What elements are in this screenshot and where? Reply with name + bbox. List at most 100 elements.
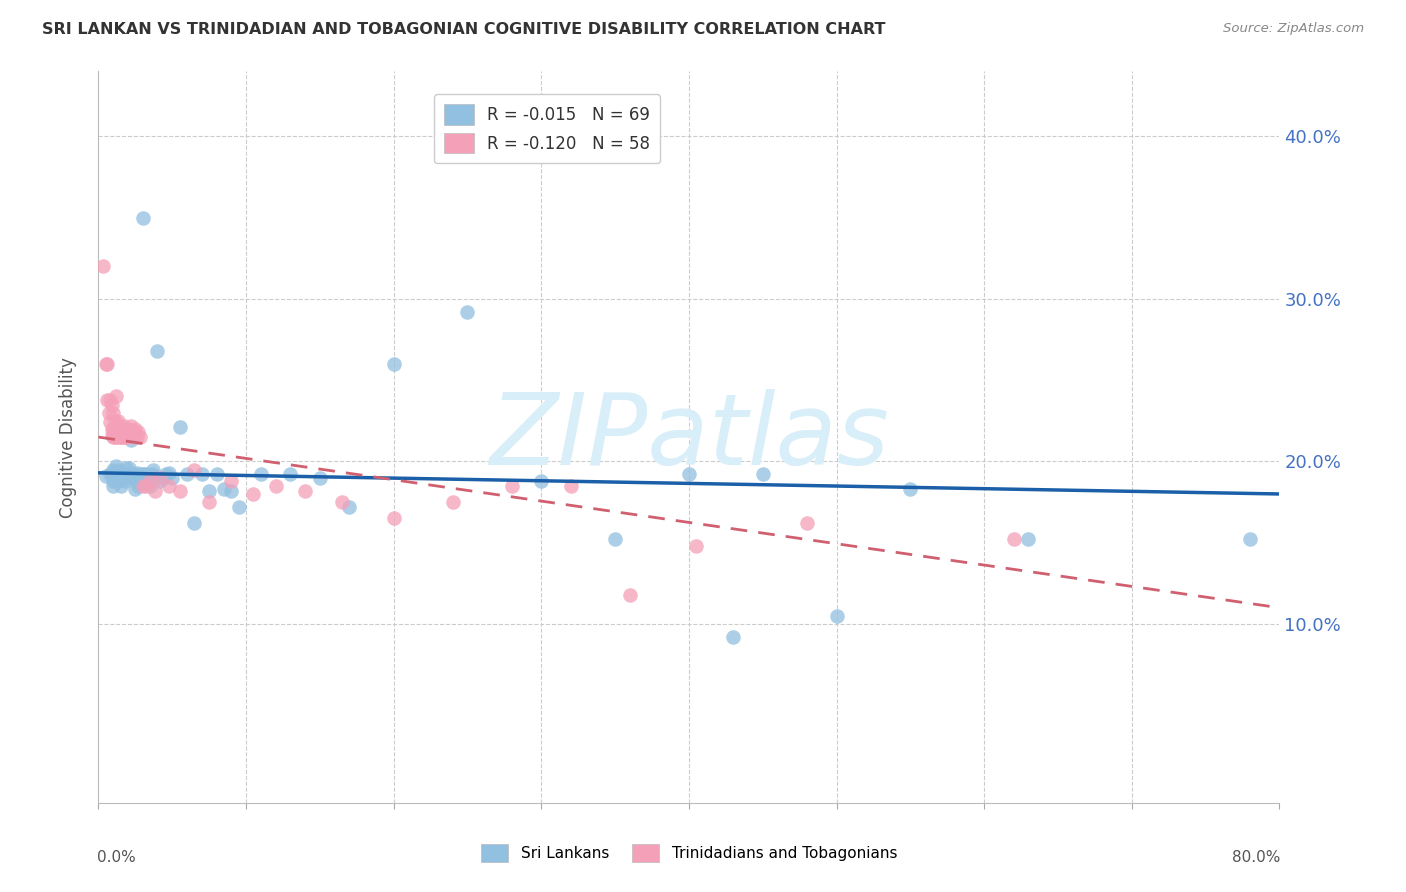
Point: [605, 533, 627, 547]
Point: [112, 471, 135, 485]
Point: [107, 418, 129, 433]
Point: [96, 357, 118, 371]
Point: [157, 466, 180, 480]
Point: [117, 422, 139, 436]
Point: [98, 416, 121, 430]
Point: [149, 471, 172, 485]
Point: [264, 479, 287, 493]
Point: [139, 479, 162, 493]
Text: 80.0%: 80.0%: [1232, 850, 1281, 865]
Point: [128, 430, 150, 444]
Point: [678, 467, 700, 482]
Point: [110, 471, 132, 485]
Point: [115, 461, 138, 475]
Point: [796, 516, 818, 531]
Point: [125, 466, 148, 480]
Point: [501, 479, 523, 493]
Point: [176, 467, 198, 482]
Point: [152, 471, 174, 485]
Point: [142, 462, 165, 476]
Point: [125, 430, 148, 444]
Point: [97, 406, 120, 420]
Text: 0.0%: 0.0%: [97, 850, 136, 865]
Point: [280, 467, 302, 482]
Point: [132, 479, 155, 493]
Point: [105, 430, 128, 444]
Point: [117, 469, 139, 483]
Point: [98, 392, 121, 407]
Point: [105, 459, 128, 474]
Point: [138, 471, 160, 485]
Point: [685, 539, 707, 553]
Point: [198, 483, 221, 498]
Point: [115, 430, 138, 444]
Point: [221, 483, 243, 498]
Point: [250, 467, 273, 482]
Point: [155, 467, 177, 482]
Point: [191, 467, 214, 482]
Point: [141, 467, 163, 482]
Point: [900, 482, 922, 496]
Point: [330, 495, 353, 509]
Point: [382, 357, 405, 371]
Point: [143, 483, 166, 498]
Point: [1002, 533, 1025, 547]
Point: [98, 467, 121, 482]
Point: [124, 482, 146, 496]
Point: [114, 430, 136, 444]
Point: [107, 414, 129, 428]
Point: [530, 474, 553, 488]
Point: [228, 500, 250, 514]
Point: [309, 471, 332, 485]
Point: [135, 467, 157, 482]
Point: [110, 479, 132, 493]
Point: [139, 474, 162, 488]
Text: SRI LANKAN VS TRINIDADIAN AND TOBAGONIAN COGNITIVE DISABILITY CORRELATION CHART: SRI LANKAN VS TRINIDADIAN AND TOBAGONIAN…: [42, 22, 886, 37]
Point: [105, 422, 128, 436]
Point: [128, 477, 150, 491]
Point: [169, 420, 191, 434]
Point: [103, 474, 125, 488]
Point: [94, 357, 117, 371]
Point: [111, 422, 134, 436]
Point: [1239, 533, 1261, 547]
Point: [723, 630, 745, 644]
Point: [121, 471, 143, 485]
Point: [242, 487, 264, 501]
Point: [752, 467, 775, 482]
Point: [183, 462, 205, 476]
Y-axis label: Cognitive Disability: Cognitive Disability: [59, 357, 77, 517]
Point: [114, 474, 136, 488]
Point: [96, 392, 118, 407]
Point: [110, 430, 132, 444]
Point: [121, 430, 143, 444]
Point: [118, 425, 141, 440]
Point: [100, 398, 122, 412]
Point: [103, 422, 125, 436]
Point: [105, 471, 128, 485]
Point: [100, 428, 122, 442]
Point: [120, 467, 142, 482]
Point: [107, 474, 129, 488]
Point: [94, 469, 117, 483]
Point: [112, 418, 135, 433]
Point: [157, 479, 180, 493]
Point: [162, 471, 183, 485]
Point: [619, 588, 641, 602]
Point: [103, 406, 125, 420]
Point: [198, 495, 221, 509]
Point: [441, 495, 464, 509]
Point: [134, 467, 156, 482]
Point: [132, 211, 155, 225]
Point: [382, 511, 405, 525]
Point: [149, 474, 172, 488]
Point: [1018, 533, 1040, 547]
Point: [136, 475, 159, 490]
Point: [122, 425, 145, 440]
Point: [294, 483, 316, 498]
Point: [103, 430, 125, 444]
Point: [183, 516, 205, 531]
Point: [212, 482, 235, 496]
Point: [825, 608, 848, 623]
Point: [111, 430, 134, 444]
